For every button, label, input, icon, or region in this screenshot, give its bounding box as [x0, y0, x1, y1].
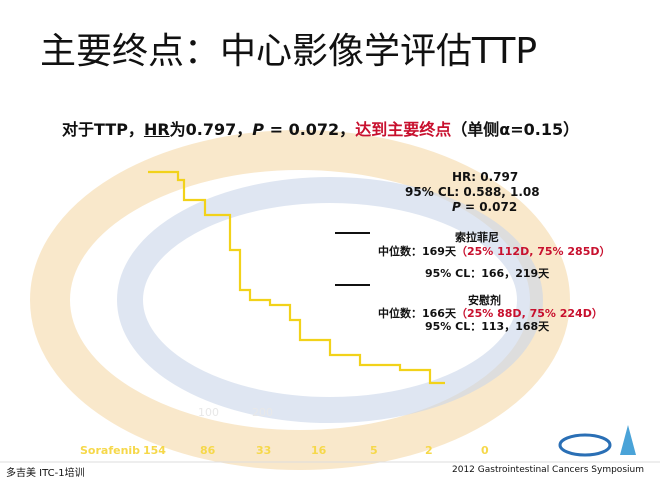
text: （单侧α=0.15）	[451, 120, 580, 139]
text: 对于TTP，	[62, 120, 144, 139]
risk-label: Sorafenib	[80, 444, 141, 457]
risk-count: 2	[425, 444, 433, 457]
risk-count: 16	[311, 444, 327, 457]
legend-median: 中位数：166天（25% 88D, 75% 224D）	[378, 305, 603, 321]
risk-count: 86	[200, 444, 216, 457]
km-curve	[148, 170, 445, 385]
legend-ci: 95% CL：113，168天	[425, 320, 550, 333]
text: 中位数：166天	[378, 307, 456, 320]
logo	[558, 433, 612, 457]
risk-count: 33	[256, 444, 272, 457]
text: = 0.072	[460, 200, 518, 214]
legend-ci: 95% CL：166，219天	[425, 267, 550, 280]
x-tick-label: 100	[198, 406, 219, 419]
text: P	[252, 120, 265, 139]
risk-count: 5	[370, 444, 378, 457]
footer-left: 多吉美 ITC-1培训	[6, 468, 85, 479]
stat: HR: 0.797	[452, 170, 519, 184]
text: （25% 88D, 75% 224D）	[455, 307, 603, 320]
text: 为0.797，	[169, 120, 253, 139]
swoosh	[30, 130, 570, 470]
summary: 对于TTP，HR为0.797，P = 0.072，达到主要终点（单侧α=0.15…	[62, 116, 579, 140]
footer-right: 2012 Gastrointestinal Cancers Symposium	[452, 465, 644, 475]
risk-count: 154	[143, 444, 166, 457]
text: 中位数：169天	[378, 245, 456, 258]
text: （25% 112D, 75% 285D）	[455, 245, 611, 258]
stat: P = 0.072	[452, 200, 517, 214]
text: 达到主要终点	[355, 120, 452, 139]
title: 主要终点：中心影像学评估TTP	[40, 31, 538, 72]
legend-name: 安慰剂	[468, 294, 501, 307]
legend-median: 中位数：169天（25% 112D, 75% 285D）	[378, 243, 610, 259]
stat: 95% CL: 0.588, 1.08	[405, 185, 540, 199]
text: P	[452, 200, 461, 214]
logo	[620, 425, 636, 455]
x-tick-label: 200	[252, 406, 273, 419]
text: HR	[143, 120, 170, 139]
swoosh	[117, 177, 543, 423]
text: = 0.072，	[264, 120, 356, 139]
legend-name: 索拉菲尼	[455, 231, 499, 244]
risk-count: 0	[481, 444, 489, 457]
